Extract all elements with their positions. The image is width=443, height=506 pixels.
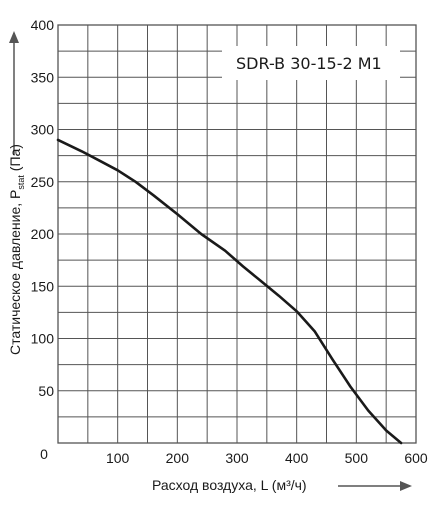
y-tick-label: 300 (31, 122, 55, 138)
y-axis-label-unit: (Па) (7, 144, 23, 175)
grid (57, 24, 417, 444)
origin-tick-label: 0 (40, 446, 48, 462)
x-axis-label: Расход воздуха, L (м³/ч) (152, 477, 307, 493)
y-tick-label: 350 (31, 69, 55, 85)
model-label-box (222, 46, 400, 80)
y-axis-label-subscript: stat (16, 175, 26, 190)
series-layer (56, 138, 403, 445)
x-tick-label: 300 (225, 450, 249, 466)
y-tick-label: 150 (31, 278, 55, 294)
x-tick-label: 500 (345, 450, 369, 466)
series-line (56, 138, 403, 445)
x-tick-label: 600 (404, 450, 428, 466)
y-axis-label: Статическое давление, Pstat (Па) (7, 144, 26, 355)
y-axis-label-main: Статическое давление, P (7, 190, 23, 355)
y-tick-label: 200 (31, 226, 55, 242)
model-label: SDR-B 30-15-2 M1 (236, 54, 382, 73)
y-tick-label: 100 (31, 331, 55, 347)
y-tick-label: 250 (31, 174, 55, 190)
tick-labels: 50 100 150 200 250 300 350 400 0 100 200 300 400 500 6… (31, 17, 428, 466)
y-tick-label: 50 (38, 383, 54, 399)
y-tick-label: 400 (31, 17, 55, 33)
x-tick-label: 400 (285, 450, 309, 466)
x-tick-label: 100 (106, 450, 130, 466)
x-tick-label: 200 (166, 450, 190, 466)
